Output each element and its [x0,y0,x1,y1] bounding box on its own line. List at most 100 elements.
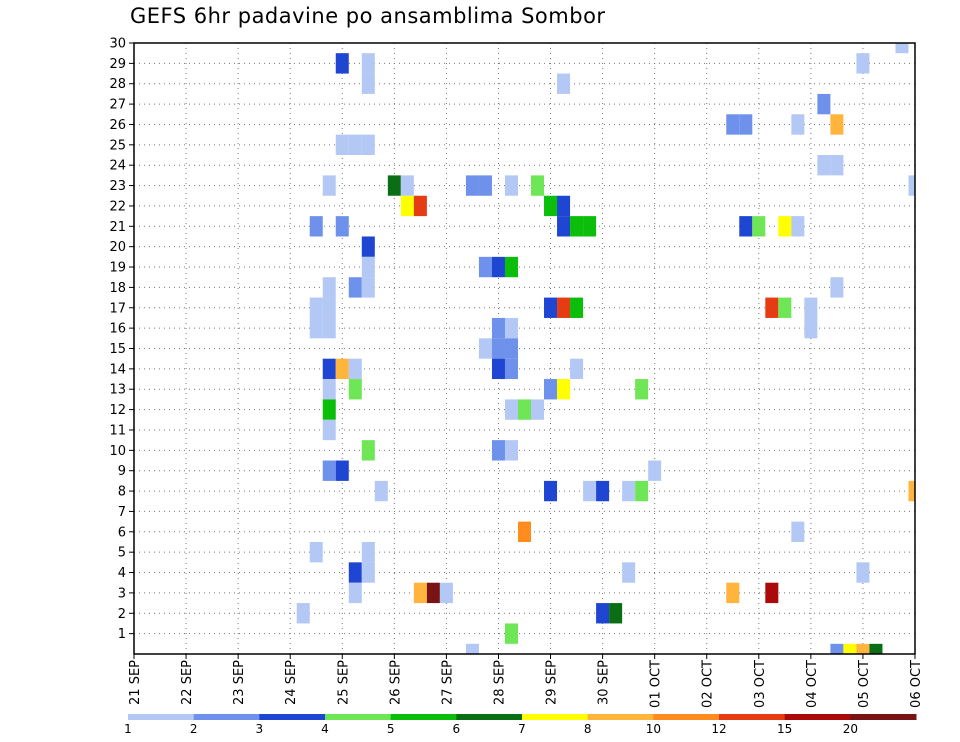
y-tick-label: 20 [109,240,126,255]
precip-cell [778,297,792,318]
y-tick-label: 6 [118,525,126,540]
y-tick-label: 4 [118,566,126,581]
precip-cell [309,216,323,237]
precip-cell [335,216,349,237]
y-tick-label: 9 [118,464,126,479]
precip-cell [778,216,792,237]
precip-cell [361,277,375,298]
precip-cell [309,297,323,318]
colorbar-swatch [522,714,589,720]
precip-cell [531,399,545,420]
precip-cell [413,582,427,604]
precip-cell [557,73,571,94]
colorbar-label: 6 [453,722,461,736]
y-tick-label: 18 [109,281,126,296]
precip-cell [335,358,349,380]
precip-cell [361,541,375,563]
precip-cell [504,440,518,461]
precip-cell [804,317,818,339]
precip-cell [544,195,558,217]
y-tick-label: 17 [109,301,126,316]
precip-cell [322,297,336,318]
precip-cell [348,562,362,583]
y-tick-label: 22 [109,199,126,214]
y-tick-label: 2 [118,607,126,622]
x-tick-label: 02 OCT [701,660,716,708]
x-tick-label: 25 SEP [336,660,351,705]
precip-cell [830,114,844,135]
precip-cell [361,53,375,74]
chart-title: GEFS 6hr padavine po ansamblima Sombor [130,4,606,28]
precip-cell [322,419,336,441]
colorbar-label: 20 [843,722,858,736]
precip-cell [309,541,323,563]
colorbar-label: 15 [777,722,792,736]
colorbar-swatch [850,714,917,720]
precip-cell [544,480,558,502]
colorbar-swatch [390,714,457,720]
precip-cell [765,297,779,318]
colorbar-label: 1 [124,722,132,736]
colorbar-label: 4 [321,722,329,736]
precip-cell [504,399,518,420]
precip-cell [335,134,349,156]
precip-cell [478,338,492,359]
precip-cell [739,114,753,135]
precip-cell [348,277,362,298]
precip-cell [322,317,336,339]
colorbar-swatch [456,714,523,720]
precip-cell [322,379,336,400]
y-tick-label: 30 [109,37,126,52]
precip-cell [856,53,870,74]
precip-cell [830,277,844,298]
precip-cell [361,562,375,583]
precip-cell [843,643,857,654]
precip-cell [491,358,505,380]
colorbar-swatch [719,714,786,720]
colorbar-label: 12 [711,722,726,736]
precip-cell [491,256,505,278]
x-tick-label: 06 OCT [909,660,924,708]
precip-cell [361,134,375,156]
precip-cell [491,317,505,339]
y-tick-label: 3 [118,586,126,601]
precip-cell [335,53,349,74]
precip-cell [570,358,584,380]
precip-cell [596,603,610,624]
precip-cell [504,317,518,339]
x-tick-label: 22 SEP [180,660,195,705]
precip-cell [739,216,753,237]
colorbar-label: 7 [518,722,526,736]
precip-cell [517,521,532,542]
precip-cell [570,216,584,237]
colorbar: 1 2 3 4 5 6 7 8 10 12 15 20 [124,714,917,736]
precip-cell [387,175,401,196]
precip-cell [465,643,479,654]
precip-cell [478,256,492,278]
precip-cell [791,114,805,135]
y-tick-label: 8 [118,485,126,500]
precip-cell [752,216,766,237]
precip-cell [726,582,740,604]
precip-cell [361,236,375,257]
precip-cell [570,297,584,318]
precip-cell [504,338,518,359]
y-tick-label: 14 [109,362,126,377]
precip-cell [348,379,362,400]
precip-cell [908,480,915,502]
precip-cell [504,256,518,278]
colorbar-label: 8 [584,722,592,736]
colorbar-swatch [653,714,720,720]
precip-cell [726,114,740,135]
precip-cell [400,195,414,217]
precip-cell [791,216,805,237]
precip-cell [322,358,336,380]
precip-cell [609,603,623,624]
precip-cell [557,216,571,237]
x-tick-label: 03 OCT [753,660,768,708]
precip-cell [322,175,336,196]
y-tick-label: 25 [109,138,126,153]
precip-cell [361,73,375,94]
precip-cell [544,379,558,400]
